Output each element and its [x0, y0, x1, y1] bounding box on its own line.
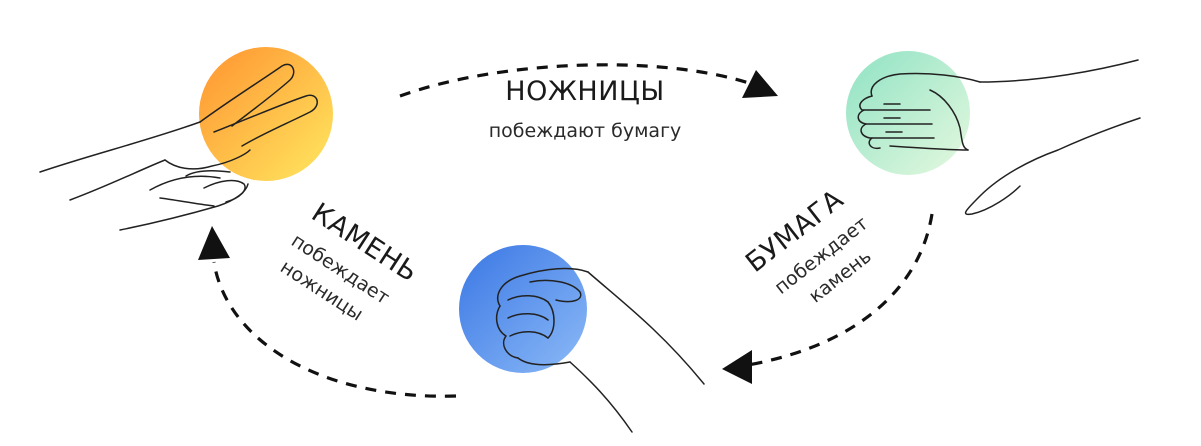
- arrow-rock-to-scissors: [198, 226, 457, 398]
- scissors-circle: [199, 47, 333, 181]
- rock-hand-icon: [459, 245, 705, 433]
- scissors-title: НОЖНИЦЫ: [505, 76, 664, 107]
- arrow-scissors-to-paper: [399, 63, 778, 98]
- paper-hand-icon: [846, 51, 1141, 216]
- arrow-paper-to-rock: [722, 213, 934, 384]
- scissors-hand-icon: [39, 47, 333, 231]
- paper-circle: [846, 51, 970, 175]
- scissors-label: НОЖНИЦЫ побеждают бумагу: [489, 76, 682, 142]
- paper-label: БУМАГА побеждает камень: [740, 184, 876, 308]
- rock-circle: [459, 245, 587, 373]
- rock-label: КАМЕНЬ побеждает ножницы: [276, 197, 423, 325]
- scissors-subtitle: побеждают бумагу: [489, 120, 682, 142]
